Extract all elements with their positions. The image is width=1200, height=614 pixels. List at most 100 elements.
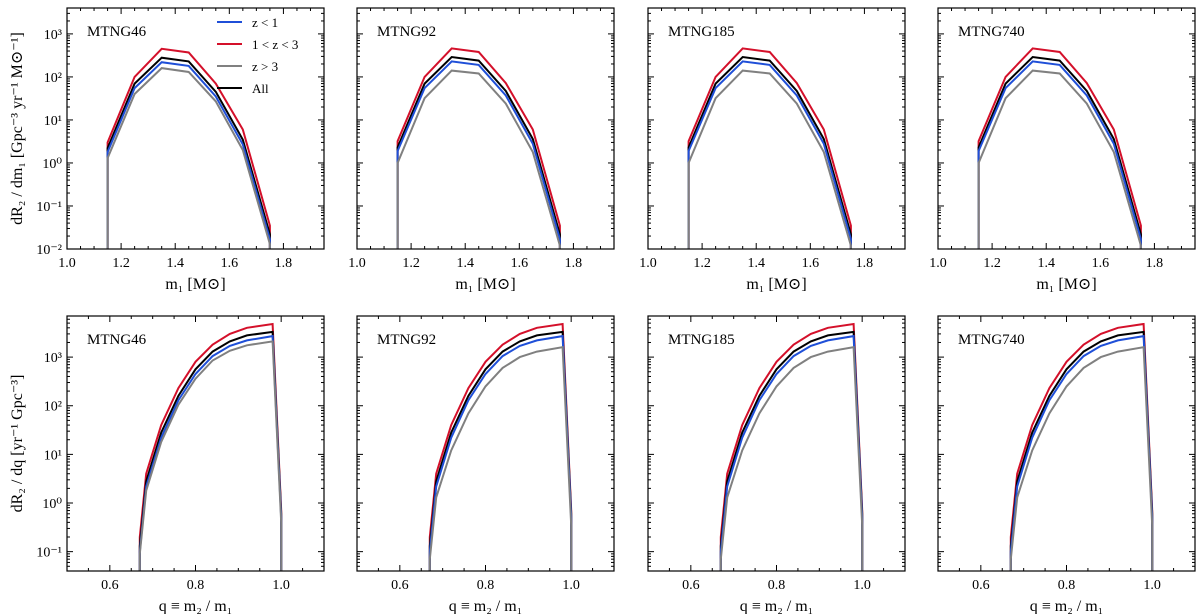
plot-frame: [937, 7, 1196, 250]
plot-frame: [66, 7, 325, 250]
panel-title: MTNG740: [958, 24, 1025, 40]
x-tick-label: 0.6: [972, 578, 990, 593]
y-tick-label: 10¹: [44, 114, 62, 129]
x-tick-label: 0.8: [1058, 578, 1076, 593]
y-tick-label: 10³: [44, 351, 62, 366]
series-line-z_gt_3: [106, 67, 271, 249]
x-tick-label: 1.2: [693, 256, 711, 271]
x-tick-label: 1.2: [112, 256, 130, 271]
series-line-z_gt_3: [687, 69, 852, 249]
panel-top-mtng46: 1.0 1.2 1.4 1.6 1.8 10⁻² 10⁻¹ 10⁰ 10¹ 10² 10³ MTNG4…: [9, 7, 325, 293]
series-line-all: [106, 56, 271, 249]
panel-title: MTNG185: [668, 332, 735, 348]
panel-top-mtng92: 1.0 1.2 1.4 1.6 1.8 MTNG92 m₁ [M⊙]: [348, 7, 615, 293]
x-tick-label: 1.0: [853, 578, 871, 593]
series-line-z_gt_3: [977, 69, 1142, 249]
panel-top-mtng185: 1.0 1.2 1.4 1.6 1.8 MTNG185 m₁ [M⊙]: [639, 7, 906, 293]
panel-title: MTNG92: [377, 332, 436, 348]
legend-label-z_lt_1: z < 1: [252, 15, 278, 30]
x-tick-label: 1.0: [929, 256, 947, 271]
y-axis-label: dR₂ / dm₁ [Gpc⁻³ yr⁻¹ M⊙⁻¹]: [9, 32, 26, 225]
series-line-all: [687, 55, 852, 249]
series-line-z_gt_3: [428, 346, 573, 571]
plot-frame: [356, 315, 615, 572]
series-line-z_lt_1: [138, 334, 283, 571]
series-line-z_1_3: [719, 322, 864, 571]
series-group: [719, 322, 864, 571]
x-tick-label: 1.8: [856, 256, 874, 271]
x-axis-label: m₁ [M⊙]: [1036, 276, 1096, 293]
x-axis-label: q ≡ m₂ / m₁: [1030, 598, 1104, 614]
series-group: [396, 47, 561, 249]
legend: z < 1 1 < z < 3 z > 3 All: [217, 15, 298, 96]
y-tick-label: 10⁻¹: [36, 546, 62, 561]
series-line-z_1_3: [396, 47, 561, 249]
series-line-z_gt_3: [138, 340, 283, 571]
plot-frame: [356, 7, 615, 250]
series-line-z_gt_3: [1009, 346, 1154, 571]
x-axis-label: m₁ [M⊙]: [455, 276, 515, 293]
x-tick-label: 1.2: [983, 256, 1001, 271]
legend-label-all: All: [252, 81, 269, 96]
legend-label-z_1_3: 1 < z < 3: [252, 37, 298, 52]
plot-frame: [66, 315, 325, 572]
x-tick-label: 1.6: [221, 256, 239, 271]
y-tick-label: 10⁻¹: [36, 200, 62, 215]
x-tick-label: 1.6: [1092, 256, 1110, 271]
panel-top-mtng740: 1.0 1.2 1.4 1.6 1.8 MTNG740 m₁ [M⊙]: [929, 7, 1196, 293]
series-group: [977, 47, 1142, 249]
y-axis-label: dR₂ / dq [yr⁻¹ Gpc⁻³]: [9, 375, 26, 513]
x-axis-label: m₁ [M⊙]: [165, 276, 225, 293]
x-tick-label: 0.6: [391, 578, 409, 593]
y-tick-label: 10⁰: [42, 497, 62, 512]
series-line-all: [138, 330, 283, 571]
series-line-z_lt_1: [396, 60, 561, 249]
plot-frame: [647, 315, 906, 572]
x-axis-label: q ≡ m₂ / m₁: [449, 598, 523, 614]
x-tick-label: 1.0: [1143, 578, 1161, 593]
x-tick-label: 1.0: [58, 256, 76, 271]
series-group: [428, 322, 573, 571]
series-line-z_gt_3: [719, 346, 864, 571]
series-line-z_lt_1: [977, 60, 1142, 249]
series-line-all: [977, 55, 1142, 249]
x-axis-label: q ≡ m₂ / m₁: [740, 598, 814, 614]
series-line-z_1_3: [138, 322, 283, 571]
series-line-z_1_3: [687, 47, 852, 249]
x-tick-label: 0.8: [768, 578, 786, 593]
x-tick-label: 1.6: [802, 256, 820, 271]
series-group: [106, 47, 271, 249]
y-tick-label: 10²: [44, 71, 62, 86]
x-tick-label: 1.2: [402, 256, 420, 271]
x-tick-label: 1.0: [562, 578, 580, 593]
panel-bottom-mtng92: 0.6 0.8 1.0 MTNG92 q ≡ m₂ / m₁: [356, 315, 615, 614]
x-tick-label: 1.0: [272, 578, 290, 593]
x-tick-label: 1.8: [565, 256, 583, 271]
plot-frame: [937, 315, 1196, 572]
x-tick-label: 1.4: [456, 256, 474, 271]
panel-bottom-mtng185: 0.6 0.8 1.0 MTNG185 q ≡ m₂ / m₁: [647, 315, 906, 614]
x-tick-label: 1.0: [639, 256, 657, 271]
y-tick-label: 10³: [44, 28, 62, 43]
panel-bottom-mtng46: 0.6 0.8 1.0 10⁻¹ 10⁰ 10¹ 10² 10³ MTNG46 q ≡ m₂ / …: [9, 315, 325, 614]
x-tick-label: 1.4: [747, 256, 765, 271]
x-axis-label: m₁ [M⊙]: [746, 276, 806, 293]
y-tick-label: 10⁻²: [36, 243, 62, 258]
x-tick-label: 1.8: [275, 256, 293, 271]
series-group: [687, 47, 852, 249]
series-group: [1009, 322, 1154, 571]
x-tick-label: 1.4: [166, 256, 184, 271]
series-line-z_lt_1: [106, 61, 271, 249]
y-tick-label: 10¹: [44, 448, 62, 463]
x-tick-label: 0.6: [682, 578, 700, 593]
series-line-z_1_3: [977, 47, 1142, 249]
x-tick-label: 1.0: [348, 256, 366, 271]
series-group: [138, 322, 283, 571]
panel-bottom-mtng740: 0.6 0.8 1.0 MTNG740 q ≡ m₂ / m₁: [937, 315, 1196, 614]
series-line-z_1_3: [106, 47, 271, 249]
series-line-z_1_3: [1009, 322, 1154, 571]
x-tick-label: 0.8: [477, 578, 495, 593]
plot-frame: [647, 7, 906, 250]
series-line-z_gt_3: [396, 69, 561, 249]
